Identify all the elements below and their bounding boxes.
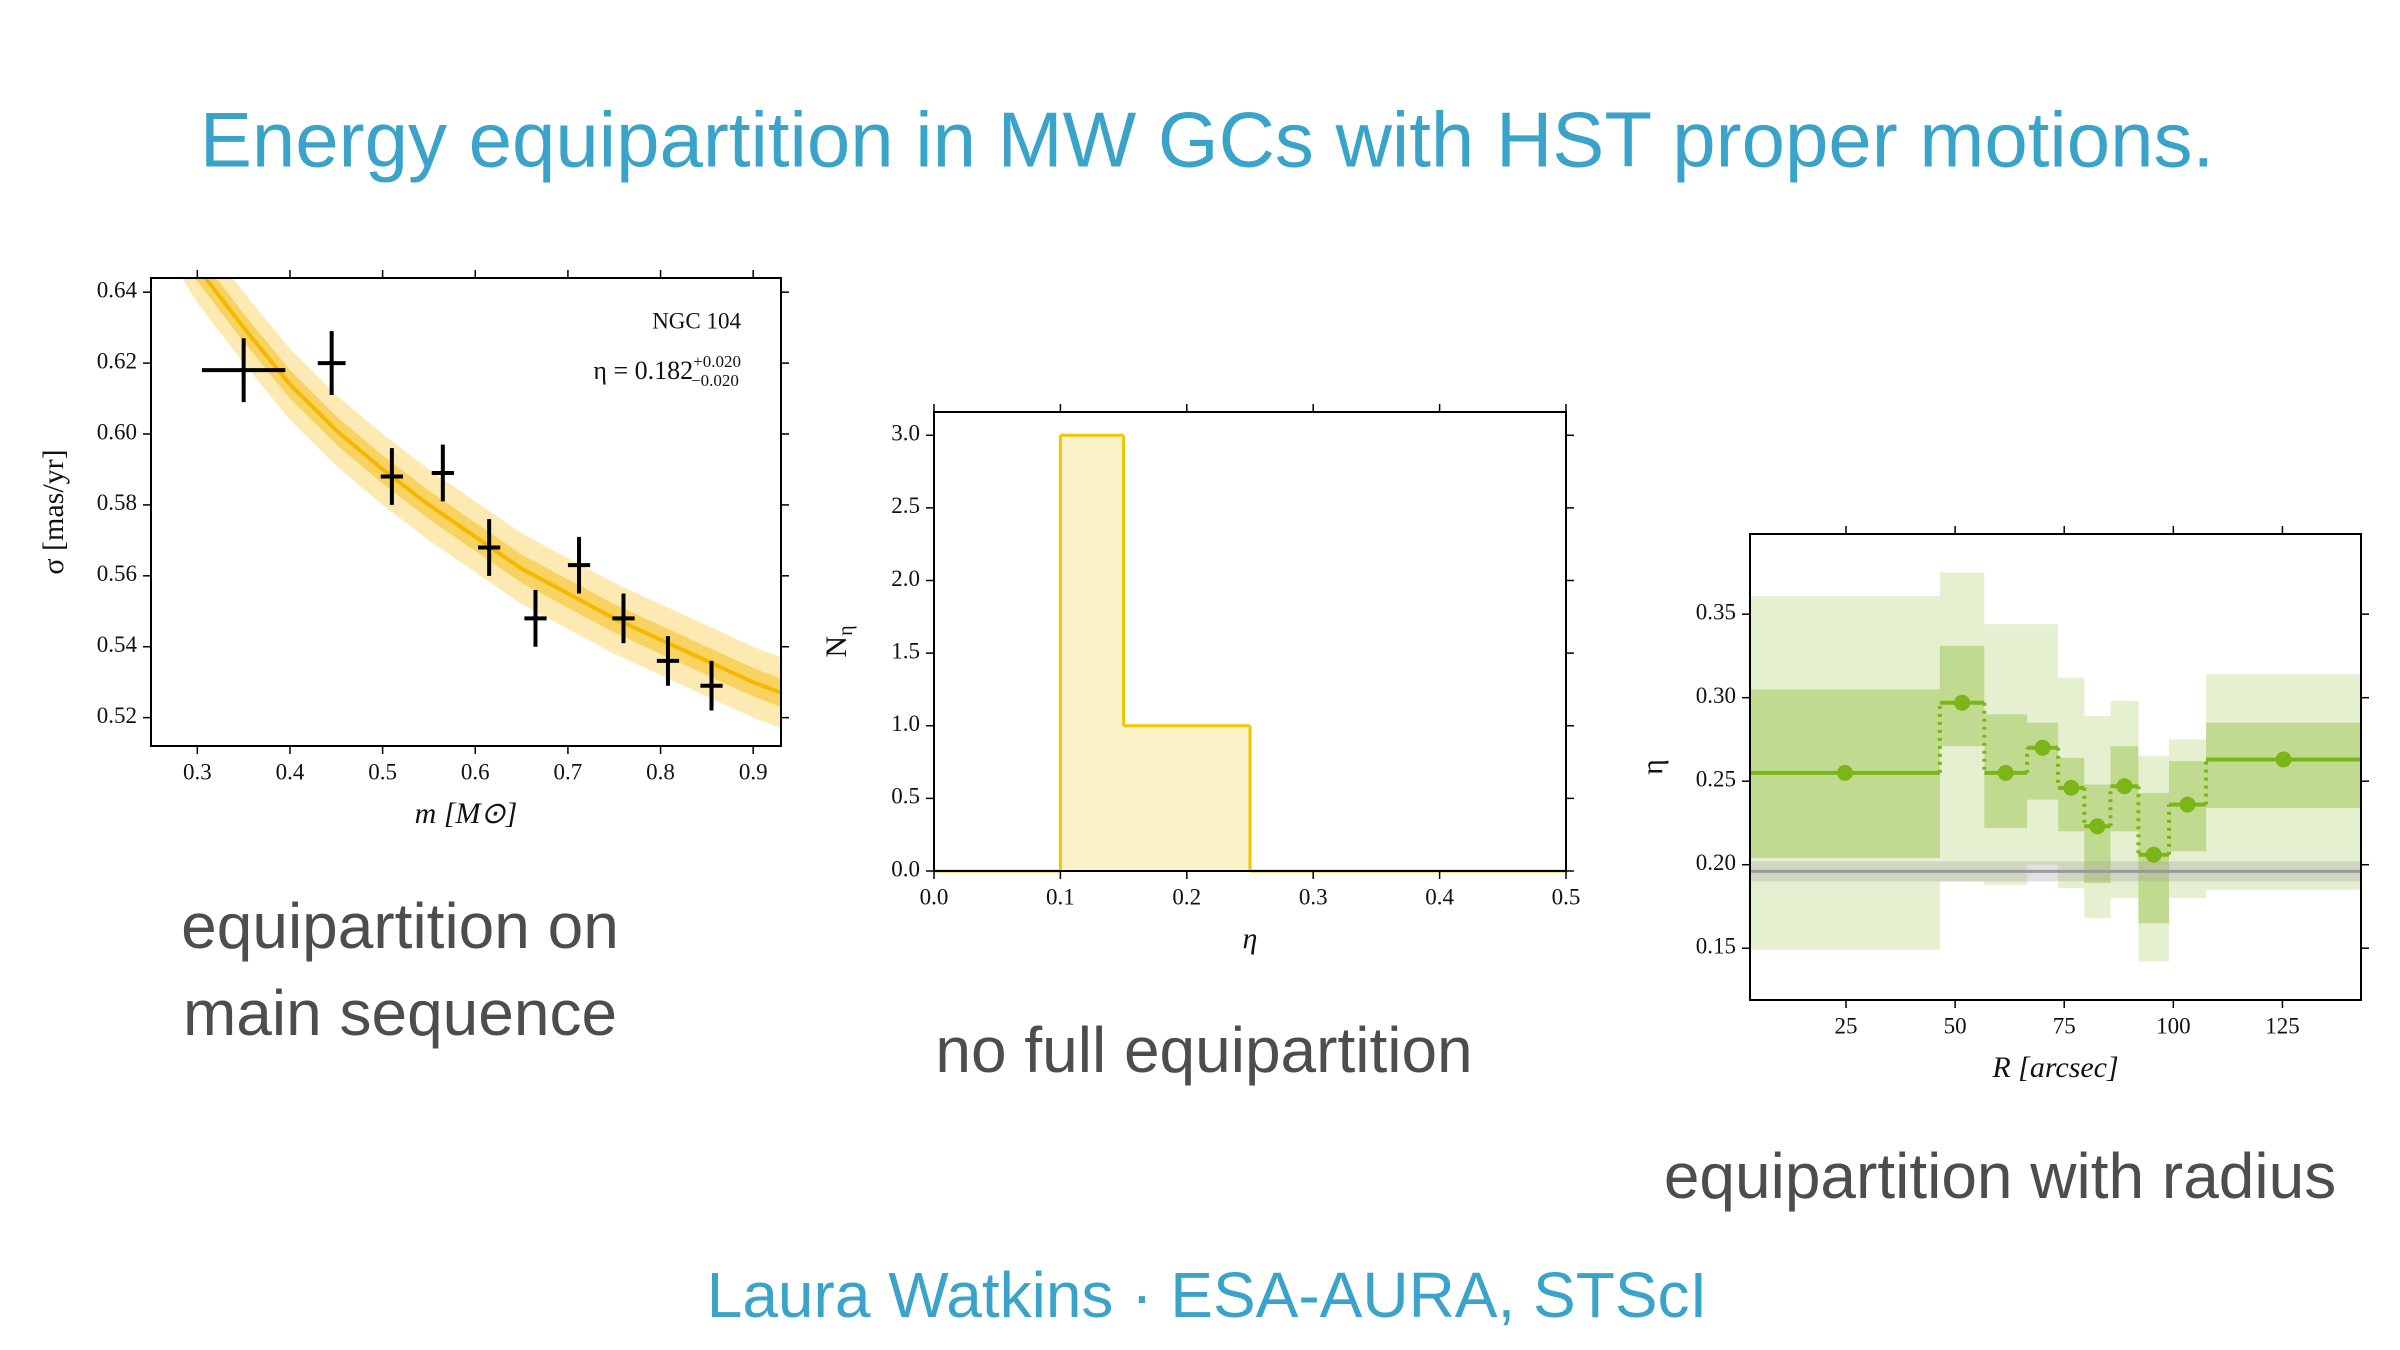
y-tick-label: 2.0 — [891, 566, 920, 591]
x-tick-label: 0.2 — [1172, 884, 1201, 909]
x-axis-label: m [M⊙] — [415, 797, 518, 830]
x-tick-label: 0.8 — [646, 759, 675, 784]
y-axis-label: Nη — [820, 625, 857, 657]
x-tick-label: 75 — [2053, 1013, 2076, 1038]
y-tick-label: 0.20 — [1696, 850, 1736, 875]
annotation-upper: +0.020 — [693, 352, 741, 371]
hist-bar — [1186, 725, 1250, 871]
x-tick-label: 0.9 — [739, 759, 768, 784]
chart: NGC 104 η = 0.182+0.020 −0.020 0.3 0.4 0.5 0.6… — [37, 270, 789, 830]
annotation: NGC 104 — [652, 308, 741, 333]
footer: Laura Watkins · ESA-AURA, STScI — [707, 1259, 1708, 1331]
y-tick-label: 0.54 — [97, 632, 138, 657]
y-tick-label: 0.60 — [97, 419, 137, 444]
annotation-lower: −0.020 — [691, 371, 739, 390]
x-tick-label: 0.1 — [1046, 884, 1075, 909]
outer-band — [2206, 674, 2361, 890]
x-tick-label: 0.3 — [1299, 884, 1328, 909]
x-tick-label: 100 — [2156, 1013, 2191, 1038]
x-tick-label: 50 — [1944, 1013, 1967, 1038]
fit-band — [195, 278, 781, 707]
step-point — [1836, 764, 1853, 781]
y-axis-label-text: η — [1636, 759, 1669, 775]
chart: 25 50 75 100 125 0.15 0.20 0.25 0.30 0.35 R [arcse… — [1636, 526, 2369, 1084]
y-tick-label: 0.52 — [97, 703, 137, 728]
x-tick-label: 0.5 — [368, 759, 397, 784]
annotation-value: η = 0.182 — [593, 356, 693, 385]
step-point — [2179, 796, 2196, 813]
y-tick-label: 0.30 — [1696, 683, 1736, 708]
y-tick-label: 3.0 — [891, 421, 920, 446]
y-tick-label: 1.0 — [891, 711, 920, 736]
caption: no full equipartition — [935, 1014, 1472, 1086]
step-point — [2063, 779, 2080, 796]
outer-band — [1939, 572, 1985, 882]
x-tick-label: 125 — [2265, 1013, 2300, 1038]
step-point — [2145, 846, 2162, 863]
y-tick-label: 0.5 — [891, 784, 920, 809]
plots: NGC 104 η = 0.182+0.020 −0.020 0.3 0.4 0.5 0.6… — [37, 270, 2369, 1084]
hist-bar — [1060, 435, 1124, 871]
caption: equipartition on — [181, 890, 619, 962]
x-axis-label: R [arcsec] — [1991, 1051, 2118, 1084]
caption: main sequence — [183, 977, 617, 1049]
x-tick-label: 0.6 — [461, 759, 490, 784]
x-axis-label: η — [1243, 922, 1258, 955]
step-point — [1997, 764, 2014, 781]
y-tick-label: 0.58 — [97, 490, 137, 515]
caption: equipartition with radius — [1664, 1140, 2336, 1212]
x-tick-label: 25 — [1835, 1013, 1858, 1038]
x-tick-label: 0.3 — [183, 759, 212, 784]
y-tick-label: 1.5 — [891, 638, 920, 663]
y-tick-label: 0.35 — [1696, 599, 1736, 624]
outer-band — [1984, 624, 2028, 885]
step-point — [2034, 739, 2051, 756]
plot-frame — [933, 411, 1567, 872]
y-tick-label: 0.62 — [97, 348, 137, 373]
x-tick-label: 0.7 — [554, 759, 583, 784]
chart: 0.0 0.1 0.2 0.3 0.4 0.5 0.0 0.5 1.0 1.5 2.0 2.5 3.0 η… — [820, 404, 1580, 955]
y-tick-label: 2.5 — [891, 493, 920, 518]
slide-title: Energy equipartition in MW GCs with HST … — [200, 96, 2214, 184]
step-point — [1954, 694, 1971, 711]
y-axis-label-text: σ [mas/yr] — [37, 449, 70, 574]
x-tick-label: 0.4 — [1425, 884, 1454, 909]
plot-frame — [1749, 533, 2362, 1001]
y-tick-label: 0.25 — [1696, 766, 1736, 791]
y-tick-label: 0.0 — [891, 856, 920, 881]
step-point — [2089, 818, 2106, 835]
x-tick-label: 0.0 — [920, 884, 949, 909]
y-tick-label: 0.64 — [97, 277, 138, 302]
y-axis-label-text: N — [820, 636, 853, 658]
x-tick-label: 0.5 — [1552, 884, 1581, 909]
y-axis-label-sub: η — [835, 625, 857, 635]
plot-area — [182, 278, 781, 729]
outer-band — [2110, 701, 2139, 899]
hist-bar — [1123, 725, 1187, 871]
y-axis-label: σ [mas/yr] — [37, 449, 70, 574]
plot-frame — [150, 277, 782, 747]
y-axis-label: η — [1636, 759, 1669, 775]
fit-band — [182, 278, 781, 729]
x-tick-label: 0.4 — [276, 759, 305, 784]
y-tick-label: 0.15 — [1696, 934, 1736, 959]
annotation: η = 0.182+0.020 −0.020 — [593, 352, 741, 390]
step-point — [2116, 778, 2133, 795]
outer-band — [2084, 716, 2111, 919]
step-point — [2275, 751, 2292, 768]
fit-line — [202, 278, 781, 695]
plot-area — [1750, 572, 2361, 962]
inner-band — [2027, 722, 2059, 800]
y-tick-label: 0.56 — [97, 561, 137, 586]
